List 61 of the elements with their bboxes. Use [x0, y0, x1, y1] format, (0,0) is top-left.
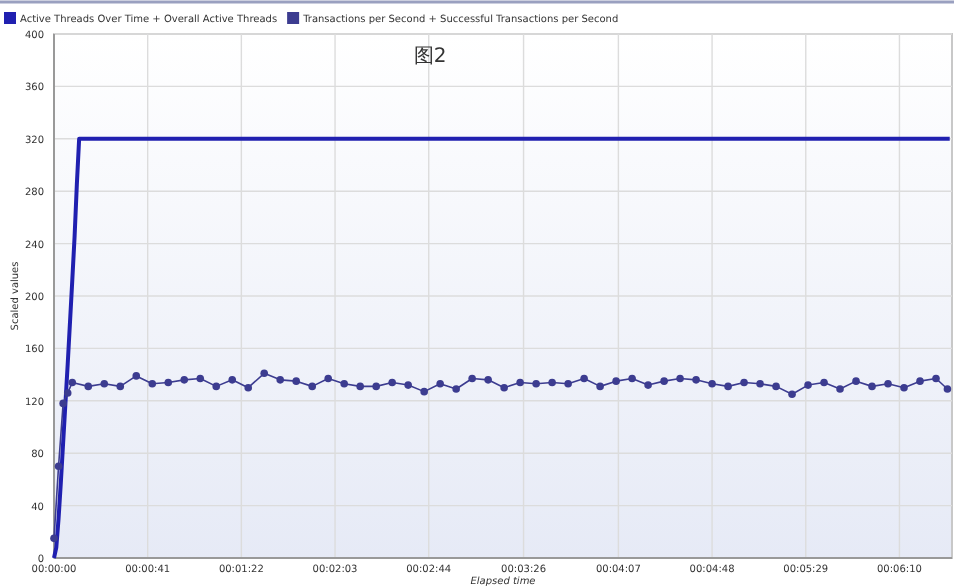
point [50, 534, 58, 543]
point [660, 377, 668, 385]
point [54, 462, 63, 471]
point [324, 374, 332, 383]
point [580, 374, 588, 383]
point [63, 389, 72, 397]
point [676, 374, 684, 383]
point [628, 374, 636, 383]
point [260, 369, 269, 378]
point [884, 379, 892, 388]
point [244, 383, 253, 392]
point [724, 382, 732, 391]
point [356, 382, 364, 391]
point [820, 378, 828, 387]
point [436, 379, 444, 388]
point [596, 382, 604, 391]
point [100, 379, 109, 388]
point [212, 382, 221, 391]
point [276, 376, 285, 384]
point [612, 377, 620, 385]
point [943, 385, 952, 393]
point [548, 378, 556, 387]
point [404, 381, 412, 389]
point [900, 383, 908, 392]
point [740, 378, 748, 387]
point [116, 382, 125, 391]
point [420, 387, 428, 396]
point [452, 385, 460, 393]
point [180, 376, 189, 384]
point [132, 372, 141, 380]
point [868, 382, 876, 391]
point [196, 374, 205, 383]
point [836, 385, 844, 393]
point [340, 379, 348, 388]
point [228, 376, 237, 384]
point [292, 377, 301, 385]
point [804, 381, 812, 389]
point [164, 378, 173, 387]
point [772, 382, 780, 391]
point [388, 378, 396, 387]
text: 图2 [413, 46, 447, 68]
point [484, 376, 492, 384]
point [756, 379, 764, 388]
point [68, 378, 77, 387]
point [788, 390, 796, 399]
point [59, 399, 67, 408]
point [852, 377, 860, 385]
point [308, 382, 316, 391]
point [532, 379, 540, 388]
point [84, 382, 93, 391]
point [500, 383, 508, 392]
point [372, 382, 380, 391]
point [644, 381, 652, 389]
point [564, 379, 572, 388]
point [708, 379, 716, 388]
point [468, 374, 476, 383]
point [916, 377, 924, 385]
point [516, 378, 524, 387]
point [692, 376, 700, 384]
point [148, 379, 157, 388]
point [932, 374, 940, 383]
